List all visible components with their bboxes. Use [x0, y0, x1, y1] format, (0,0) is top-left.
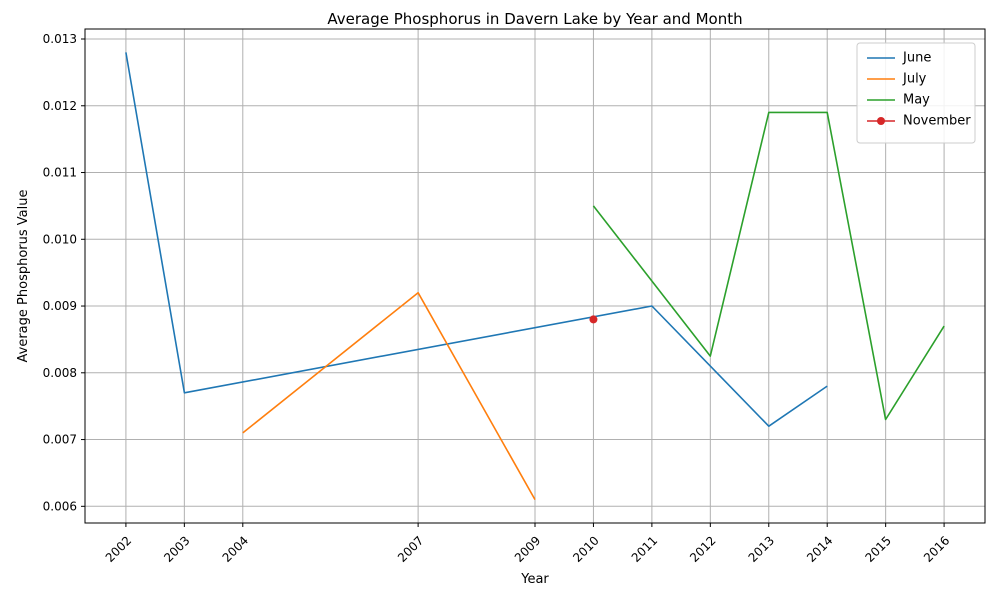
x-tick-label: 2009: [512, 533, 543, 564]
data-point-november: [589, 315, 598, 324]
grid: [85, 29, 985, 523]
y-tick-label: 0.013: [43, 32, 77, 46]
legend-label-may: May: [903, 93, 930, 108]
series-line-july: [242, 291, 536, 500]
legend-box: [856, 42, 976, 144]
x-tick-label: 2011: [629, 533, 660, 564]
x-axis-ticks: 2002 2003 2004 2007 2009 2010 2011 2012 2013 2014…: [103, 523, 952, 565]
series-line-may: [592, 111, 945, 421]
legend: June July May November: [856, 42, 976, 144]
x-tick-label: 2012: [687, 533, 718, 564]
y-tick-label: 0.007: [43, 433, 77, 447]
series-lines: [125, 52, 945, 500]
x-tick-label: 2007: [395, 533, 426, 564]
y-tick-label: 0.008: [43, 366, 77, 380]
x-tick-label: 2013: [746, 533, 777, 564]
y-tick-label: 0.011: [43, 166, 77, 180]
x-tick-label: 2016: [921, 533, 952, 564]
chart-title: Average Phosphorus in Davern Lake by Yea…: [327, 10, 742, 28]
y-tick-label: 0.006: [43, 499, 77, 513]
y-tick-label: 0.012: [43, 99, 77, 113]
y-axis-title: Average Phosphorus Value: [16, 190, 31, 363]
x-tick-label: 2002: [103, 533, 134, 564]
y-tick-label: 0.010: [43, 232, 77, 246]
x-tick-label: 2015: [862, 533, 893, 564]
series-line-june: [125, 52, 828, 428]
x-tick-label: 2004: [220, 533, 251, 564]
x-axis-title: Year: [520, 572, 549, 587]
x-tick-label: 2010: [570, 533, 601, 564]
legend-label-july: July: [902, 72, 927, 87]
y-axis-ticks: 0.006 0.007 0.008 0.009 0.010 0.011 0.012 0.013: [43, 32, 85, 513]
x-tick-label: 2003: [161, 533, 192, 564]
legend-marker-november: [877, 117, 885, 125]
x-tick-label: 2014: [804, 533, 835, 564]
y-tick-label: 0.009: [43, 299, 77, 313]
legend-label-november: November: [903, 114, 971, 129]
legend-label-june: June: [902, 51, 931, 66]
